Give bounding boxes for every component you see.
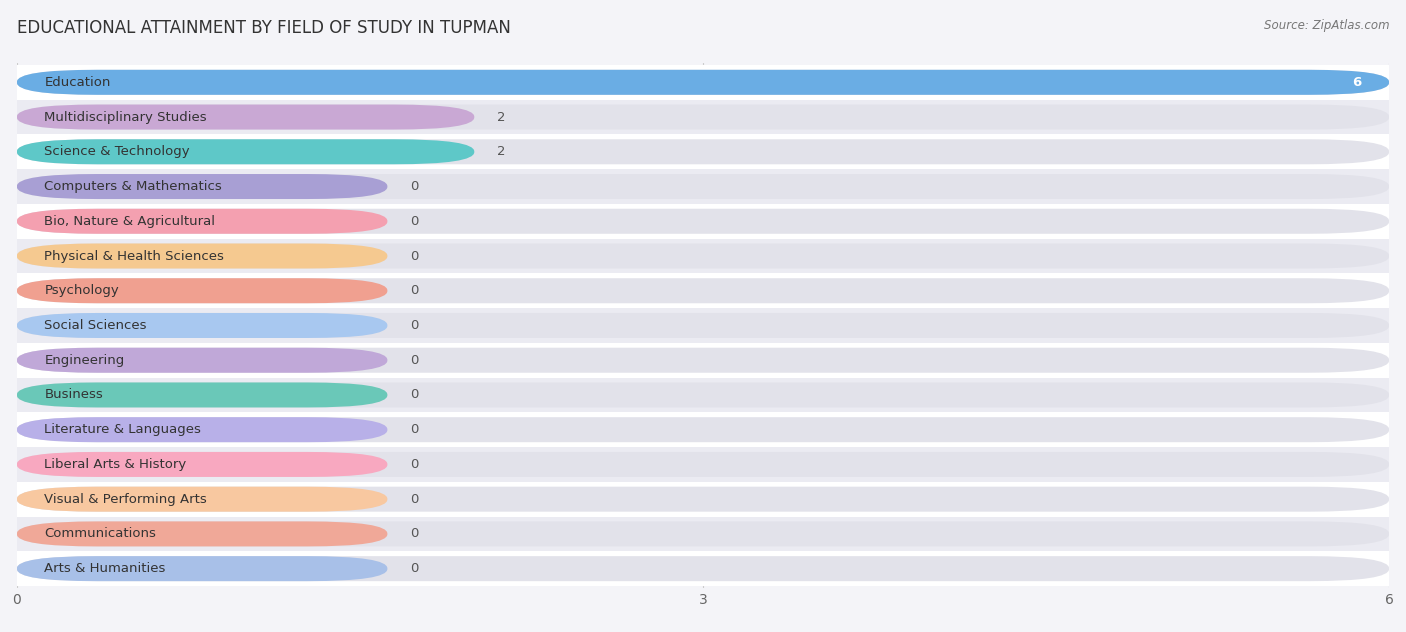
Text: 0: 0 [411, 528, 419, 540]
Bar [17, 412, 1389, 447]
FancyBboxPatch shape [17, 139, 474, 164]
FancyBboxPatch shape [17, 417, 388, 442]
FancyBboxPatch shape [17, 174, 1389, 199]
Text: Bio, Nature & Agricultural: Bio, Nature & Agricultural [45, 215, 215, 228]
FancyBboxPatch shape [17, 243, 1389, 269]
Text: Visual & Performing Arts: Visual & Performing Arts [45, 493, 207, 506]
FancyBboxPatch shape [17, 104, 474, 130]
FancyBboxPatch shape [17, 348, 1389, 373]
Bar [17, 447, 1389, 482]
FancyBboxPatch shape [17, 70, 1389, 95]
Bar [17, 274, 1389, 308]
Bar [17, 516, 1389, 551]
FancyBboxPatch shape [17, 243, 388, 269]
Bar [17, 169, 1389, 204]
Text: 0: 0 [411, 284, 419, 297]
Text: 0: 0 [411, 562, 419, 575]
FancyBboxPatch shape [17, 452, 388, 477]
FancyBboxPatch shape [17, 104, 1389, 130]
Text: EDUCATIONAL ATTAINMENT BY FIELD OF STUDY IN TUPMAN: EDUCATIONAL ATTAINMENT BY FIELD OF STUDY… [17, 19, 510, 37]
Text: 0: 0 [411, 319, 419, 332]
FancyBboxPatch shape [17, 487, 1389, 512]
FancyBboxPatch shape [17, 348, 388, 373]
FancyBboxPatch shape [17, 174, 388, 199]
FancyBboxPatch shape [17, 556, 388, 581]
Text: 0: 0 [411, 458, 419, 471]
Text: 6: 6 [1353, 76, 1361, 89]
Text: 0: 0 [411, 389, 419, 401]
Text: 0: 0 [411, 354, 419, 367]
Bar [17, 65, 1389, 100]
FancyBboxPatch shape [17, 313, 1389, 338]
FancyBboxPatch shape [17, 556, 1389, 581]
Text: Computers & Mathematics: Computers & Mathematics [45, 180, 222, 193]
FancyBboxPatch shape [17, 417, 1389, 442]
FancyBboxPatch shape [17, 209, 1389, 234]
Bar [17, 204, 1389, 239]
Bar [17, 135, 1389, 169]
Text: Literature & Languages: Literature & Languages [45, 423, 201, 436]
Bar [17, 239, 1389, 274]
FancyBboxPatch shape [17, 70, 1389, 95]
Text: Social Sciences: Social Sciences [45, 319, 146, 332]
Text: Multidisciplinary Studies: Multidisciplinary Studies [45, 111, 207, 123]
FancyBboxPatch shape [17, 139, 1389, 164]
Text: Engineering: Engineering [45, 354, 125, 367]
Bar [17, 308, 1389, 343]
FancyBboxPatch shape [17, 487, 388, 512]
Bar [17, 100, 1389, 135]
Text: Psychology: Psychology [45, 284, 120, 297]
Bar [17, 482, 1389, 516]
Text: Science & Technology: Science & Technology [45, 145, 190, 158]
FancyBboxPatch shape [17, 452, 1389, 477]
Text: Physical & Health Sciences: Physical & Health Sciences [45, 250, 224, 262]
FancyBboxPatch shape [17, 521, 1389, 547]
FancyBboxPatch shape [17, 313, 388, 338]
FancyBboxPatch shape [17, 209, 388, 234]
Text: Source: ZipAtlas.com: Source: ZipAtlas.com [1264, 19, 1389, 32]
Text: Business: Business [45, 389, 103, 401]
FancyBboxPatch shape [17, 521, 388, 547]
Bar [17, 377, 1389, 412]
Text: 2: 2 [498, 145, 506, 158]
FancyBboxPatch shape [17, 382, 1389, 408]
Text: 0: 0 [411, 250, 419, 262]
Text: Communications: Communications [45, 528, 156, 540]
FancyBboxPatch shape [17, 278, 1389, 303]
FancyBboxPatch shape [17, 278, 388, 303]
Bar [17, 551, 1389, 586]
Text: Liberal Arts & History: Liberal Arts & History [45, 458, 187, 471]
Bar [17, 343, 1389, 377]
Text: 2: 2 [498, 111, 506, 123]
Text: Education: Education [45, 76, 111, 89]
Text: 0: 0 [411, 215, 419, 228]
FancyBboxPatch shape [17, 382, 388, 408]
Text: 0: 0 [411, 180, 419, 193]
Text: Arts & Humanities: Arts & Humanities [45, 562, 166, 575]
Text: 0: 0 [411, 423, 419, 436]
Text: 0: 0 [411, 493, 419, 506]
